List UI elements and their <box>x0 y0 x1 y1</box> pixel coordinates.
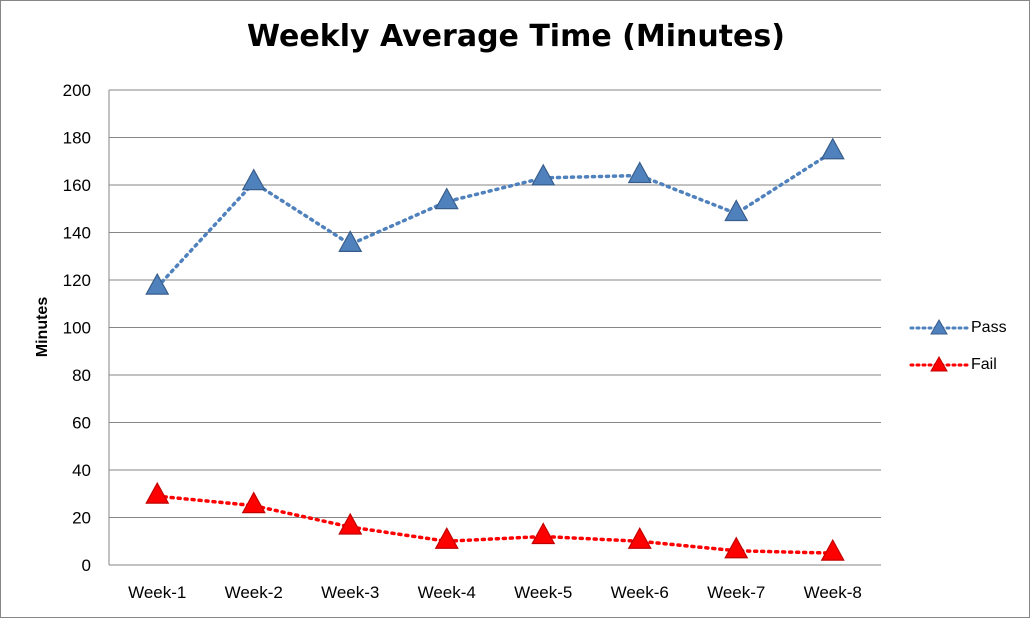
y-tick-label: 200 <box>63 81 91 100</box>
data-point-fail <box>241 491 266 514</box>
x-tick-label: Week-2 <box>225 583 283 602</box>
legend: Pass Fail <box>909 309 1007 383</box>
x-tick-label: Week-5 <box>514 583 572 602</box>
legend-label-pass: Pass <box>971 318 1007 336</box>
y-tick-label: 100 <box>63 319 91 338</box>
x-tick-label: Week-1 <box>128 583 186 602</box>
series-line-fail <box>155 494 835 555</box>
data-point-pass <box>724 199 749 222</box>
data-point-pass <box>241 168 266 191</box>
y-tick-label: 140 <box>63 224 91 243</box>
data-point-fail <box>145 481 170 504</box>
data-point-pass <box>627 161 652 184</box>
data-point-fail <box>724 536 749 559</box>
data-point-pass <box>531 163 556 186</box>
legend-swatch-fail <box>909 355 969 371</box>
y-tick-label: 180 <box>63 129 91 148</box>
y-tick-label: 0 <box>82 556 91 575</box>
y-tick-label: 60 <box>72 414 91 433</box>
legend-swatch-pass <box>909 318 969 334</box>
x-tick-label: Week-3 <box>321 583 379 602</box>
data-point-fail <box>338 512 363 535</box>
y-tick-label: 20 <box>72 509 91 528</box>
series-line-pass <box>155 150 835 289</box>
x-tick-label: Week-6 <box>611 583 669 602</box>
x-tick-label: Week-7 <box>707 583 765 602</box>
chart-title: Weekly Average Time (Minutes) <box>247 19 785 54</box>
x-tick-label: Week-4 <box>418 583 476 602</box>
y-tick-label: 120 <box>63 271 91 290</box>
x-tick-label: Week-8 <box>804 583 862 602</box>
y-tick-label: 160 <box>63 176 91 195</box>
legend-item-fail: Fail <box>909 346 1007 383</box>
y-tick-label: 80 <box>72 366 91 385</box>
y-tick-label: 40 <box>72 461 91 480</box>
data-point-fail <box>627 527 652 549</box>
data-point-pass <box>820 137 845 160</box>
data-point-fail <box>434 527 459 549</box>
data-point-fail <box>531 522 556 545</box>
legend-label-fail: Fail <box>971 355 997 373</box>
legend-item-pass: Pass <box>909 309 1007 346</box>
data-point-fail <box>820 538 845 561</box>
data-point-pass <box>145 272 170 295</box>
data-point-pass <box>338 230 363 252</box>
data-point-pass <box>434 187 459 210</box>
